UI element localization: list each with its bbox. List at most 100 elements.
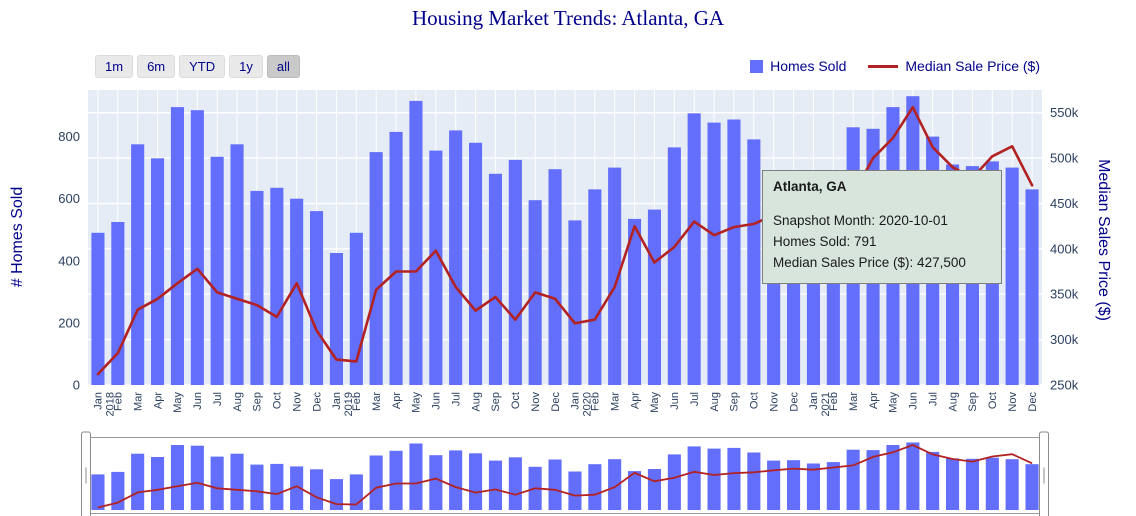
homes-sold-bar[interactable]	[747, 139, 761, 385]
x-tick-label: Jan 2021	[808, 392, 832, 416]
x-tick-label: Dec	[788, 392, 800, 412]
homes-sold-bar[interactable]	[469, 142, 483, 385]
mini-bar	[508, 457, 522, 510]
range-button-ytd[interactable]: YTD	[179, 55, 226, 78]
median-price-line[interactable]	[96, 105, 1034, 376]
svg-text:Mar: Mar	[133, 392, 145, 411]
homes-sold-bar[interactable]	[310, 211, 324, 385]
mini-bar	[687, 446, 701, 510]
mini-bar	[91, 474, 105, 510]
svg-text:Dec: Dec	[788, 392, 800, 412]
homes-sold-bar[interactable]	[449, 130, 463, 385]
homes-sold-bar[interactable]	[727, 119, 741, 386]
range-button-1y[interactable]: 1y	[229, 55, 263, 78]
left-axis-tick-labels: 0 200 400 600 800	[58, 129, 80, 392]
homes-sold-bar[interactable]	[707, 122, 721, 385]
legend-item-median-price[interactable]: Median Sale Price ($)	[868, 58, 1040, 74]
mini-bar	[1025, 464, 1039, 510]
mini-bar	[429, 455, 443, 510]
mini-bar	[568, 471, 582, 510]
mini-bar	[210, 456, 224, 510]
svg-text:Oct: Oct	[272, 392, 284, 409]
mini-bar	[270, 463, 284, 510]
mini-bar	[151, 457, 165, 510]
mini-bar	[310, 469, 324, 510]
homes-sold-bar[interactable]	[548, 169, 562, 385]
x-tick-label: Jan 2019	[331, 392, 355, 416]
homes-sold-bar[interactable]	[210, 156, 224, 385]
svg-text:Mar: Mar	[610, 392, 622, 411]
x-tick-label: Mar	[848, 392, 860, 411]
homes-sold-bar[interactable]	[369, 152, 383, 385]
svg-text:Dec: Dec	[1027, 392, 1039, 412]
legend-item-homes-sold[interactable]: Homes Sold	[750, 58, 846, 74]
homes-sold-bar[interactable]	[488, 173, 502, 385]
homes-sold-bar[interactable]	[270, 187, 284, 385]
mini-bar	[787, 460, 801, 510]
range-button-6m[interactable]: 6m	[137, 55, 176, 78]
svg-text:550k: 550k	[1050, 105, 1079, 120]
homes-sold-bar[interactable]	[290, 198, 304, 385]
homes-sold-bar[interactable]	[647, 209, 661, 385]
svg-text:May: May	[649, 392, 661, 413]
svg-text:Jul: Jul	[212, 392, 224, 406]
tooltip-title: Atlanta, GA	[773, 179, 847, 194]
range-button-all[interactable]: all	[266, 55, 300, 78]
svg-text:Feb: Feb	[828, 392, 840, 411]
range-button-1m[interactable]: 1m	[95, 55, 134, 78]
homes-sold-bar[interactable]	[111, 222, 125, 385]
x-tick-label: Apr	[629, 392, 641, 409]
mini-bar	[409, 443, 423, 510]
mini-bar	[846, 449, 860, 510]
homes-sold-bar[interactable]	[1025, 189, 1039, 385]
homes-sold-bar[interactable]	[608, 167, 622, 385]
svg-text:Apr: Apr	[629, 392, 641, 409]
homes-sold-bar[interactable]	[250, 190, 264, 385]
x-tick-label: Jul	[689, 392, 701, 406]
homes-sold-bar[interactable]	[190, 110, 204, 385]
mini-bar	[488, 460, 502, 510]
x-tick-label: Nov	[530, 392, 542, 412]
homes-sold-bar[interactable]	[508, 159, 522, 385]
svg-text:Sep: Sep	[490, 392, 502, 412]
svg-text:Oct: Oct	[987, 392, 999, 409]
svg-text:Dec: Dec	[550, 392, 562, 412]
svg-text:200: 200	[58, 315, 80, 330]
homes-sold-bar[interactable]	[1005, 167, 1019, 385]
homes-sold-bar[interactable]	[170, 107, 184, 385]
svg-text:Feb: Feb	[351, 392, 363, 411]
svg-text:Nov: Nov	[292, 392, 304, 412]
homes-sold-bar[interactable]	[667, 147, 681, 385]
homes-sold-bar[interactable]	[151, 158, 165, 385]
homes-sold-bar[interactable]	[429, 150, 443, 385]
legend-label: Homes Sold	[770, 58, 847, 74]
hover-tooltip: Atlanta, GA Snapshot Month: 2020-10-01 H…	[762, 170, 1002, 284]
svg-text:Nov: Nov	[1007, 392, 1019, 412]
svg-text:Feb: Feb	[113, 392, 125, 411]
mini-bar	[469, 453, 483, 510]
homes-sold-bar[interactable]	[131, 144, 145, 385]
x-tick-label: May	[649, 392, 661, 413]
svg-text:Sep: Sep	[967, 392, 979, 412]
homes-sold-bar[interactable]	[568, 220, 582, 385]
mini-bar	[707, 448, 721, 510]
x-tick-label: Jun	[431, 392, 443, 410]
rangeslider-handle-left[interactable]	[81, 431, 91, 516]
svg-text:350k: 350k	[1050, 287, 1079, 302]
svg-text:Dec: Dec	[311, 392, 323, 412]
homes-sold-bar[interactable]	[409, 100, 423, 386]
homes-sold-bar[interactable]	[628, 218, 642, 385]
homes-sold-bar[interactable]	[687, 113, 701, 386]
homes-sold-bar[interactable]	[230, 144, 244, 385]
tooltip-snapshot-month: Snapshot Month: 2020-10-01	[773, 213, 948, 228]
homes-sold-bar[interactable]	[91, 232, 105, 385]
rangeslider-handle-right[interactable]	[1039, 431, 1049, 516]
svg-text:2018: 2018	[105, 392, 117, 416]
mini-bar	[826, 462, 840, 510]
mini-bar	[965, 458, 979, 510]
homes-sold-bar[interactable]	[389, 131, 403, 385]
svg-text:Jun: Jun	[192, 392, 204, 410]
homes-sold-bar[interactable]	[588, 189, 602, 385]
rangeslider[interactable]	[81, 431, 1049, 516]
homes-sold-bar[interactable]	[329, 253, 343, 385]
